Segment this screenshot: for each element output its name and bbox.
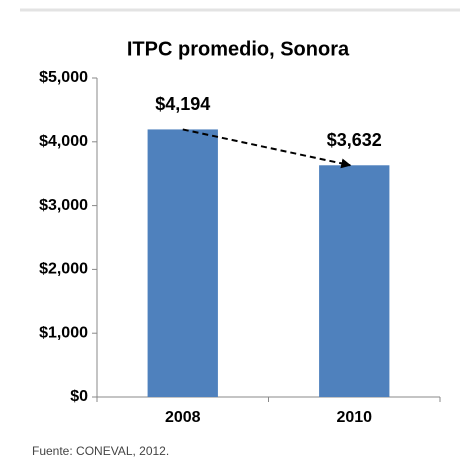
x-tick-label: 2008 (165, 409, 201, 426)
value-label: $4,194 (155, 94, 210, 114)
y-tick-label: $2,000 (39, 261, 88, 278)
trend-arrow (182, 128, 352, 169)
bar (147, 129, 218, 398)
y-tick-label: $1,000 (39, 324, 88, 341)
x-tick-label: 2010 (336, 409, 372, 426)
y-tick-label: $3,000 (39, 197, 88, 214)
source-note: Fuente: CONEVAL, 2012. (32, 444, 169, 458)
bar (319, 165, 390, 397)
y-tick-label: $5,000 (39, 69, 88, 86)
y-tick-label: $0 (70, 388, 88, 405)
value-label: $3,632 (327, 130, 382, 150)
y-tick-label: $4,000 (39, 133, 88, 150)
chart-title: ITPC promedio, Sonora (127, 38, 350, 60)
